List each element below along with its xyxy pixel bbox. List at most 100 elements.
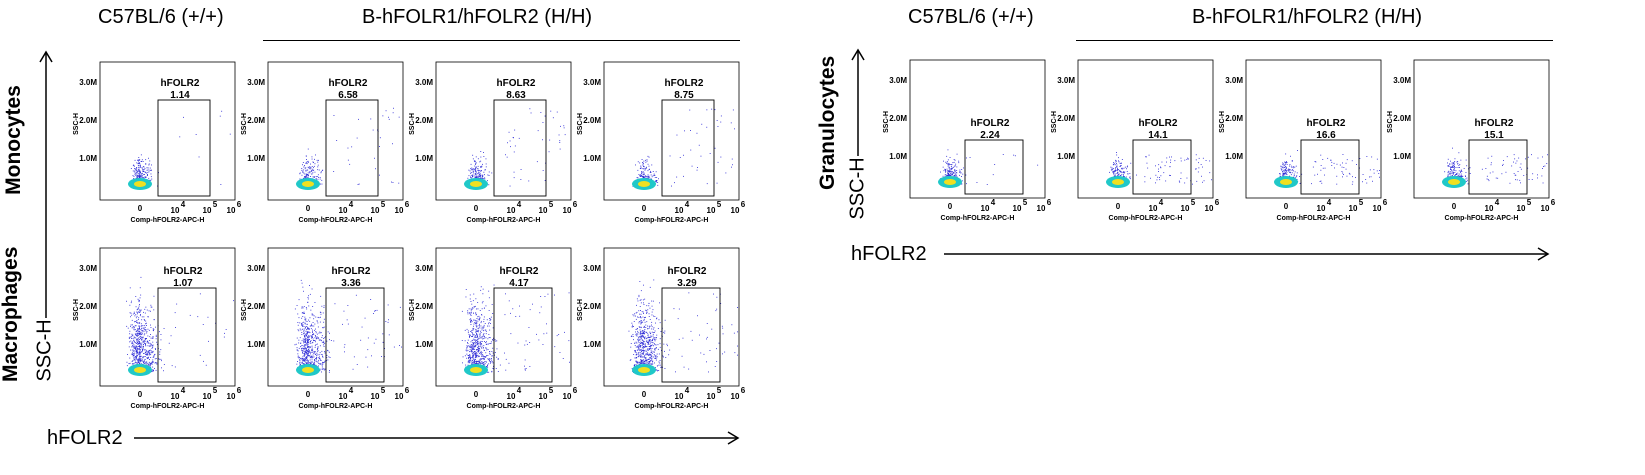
event-dot	[649, 360, 651, 362]
event-dot	[1166, 157, 1168, 159]
y-tick-label: 2.0M	[415, 302, 433, 311]
event-dot	[168, 342, 170, 344]
event-dot	[638, 348, 640, 350]
event-dot	[327, 350, 329, 352]
event-dot	[1319, 181, 1321, 182]
plot-frame	[435, 61, 572, 201]
event-dot	[961, 176, 962, 177]
event-dot	[189, 314, 191, 316]
event-dot	[1118, 157, 1119, 159]
x-tick-label: 10	[507, 392, 516, 401]
event-dot	[343, 346, 345, 348]
event-dot	[475, 328, 477, 330]
event-dot	[642, 340, 644, 342]
event-dot	[639, 313, 641, 315]
event-dot	[313, 352, 314, 354]
event-dot	[133, 350, 135, 352]
event-dot	[1202, 157, 1204, 159]
event-dot	[642, 336, 644, 338]
event-dot	[947, 173, 949, 175]
event-dot	[659, 302, 660, 304]
event-dot	[305, 173, 307, 175]
event-dot	[307, 297, 309, 298]
x-tick-label: 0	[1284, 202, 1289, 211]
event-dot	[130, 336, 132, 338]
event-dot	[483, 152, 484, 153]
event-dot	[1466, 181, 1468, 182]
event-dot	[949, 171, 951, 172]
event-dot	[554, 294, 555, 296]
event-dot	[295, 343, 297, 345]
event-dot	[637, 339, 639, 341]
event-dot	[472, 342, 474, 344]
event-dot	[129, 304, 131, 306]
event-dot	[147, 328, 149, 330]
event-dot	[324, 351, 326, 352]
event-dot	[148, 351, 150, 353]
event-dot	[641, 176, 643, 177]
event-dot	[653, 327, 655, 329]
gate-percent: 14.1	[1148, 130, 1168, 141]
event-dot	[484, 177, 486, 179]
event-dot	[481, 175, 483, 177]
event-dot	[485, 361, 487, 362]
event-dot	[308, 338, 310, 340]
event-dot	[468, 334, 470, 335]
event-dot	[488, 325, 490, 327]
event-dot	[645, 351, 647, 352]
event-dot	[304, 336, 305, 338]
event-dot	[134, 326, 135, 328]
event-dot	[141, 159, 143, 161]
event-dot	[1460, 176, 1462, 178]
event-dot	[484, 337, 486, 339]
event-dot	[150, 334, 151, 335]
event-dot	[310, 340, 312, 341]
event-dot	[149, 342, 151, 344]
event-dot	[139, 343, 140, 344]
event-dot	[141, 325, 143, 327]
event-dot	[491, 371, 493, 373]
event-dot	[482, 328, 484, 330]
event-dot	[159, 353, 161, 355]
event-dot	[1109, 171, 1110, 173]
event-dot	[477, 177, 479, 178]
event-dot	[1156, 179, 1158, 181]
event-dot	[302, 358, 303, 360]
event-dot	[713, 293, 714, 295]
event-dot	[477, 361, 479, 363]
event-dot	[310, 351, 312, 353]
event-dot	[1516, 160, 1518, 162]
event-dot	[197, 316, 199, 318]
event-dot	[475, 312, 477, 314]
event-dot	[475, 174, 477, 176]
event-dot	[307, 340, 309, 342]
event-dot	[469, 362, 471, 364]
event-dot	[1116, 164, 1118, 166]
event-dot	[711, 328, 713, 330]
event-dot	[475, 314, 477, 316]
event-dot	[152, 366, 154, 368]
event-dot	[223, 336, 225, 338]
event-dot	[647, 335, 649, 337]
event-dot	[1125, 176, 1127, 178]
event-dot	[140, 160, 142, 162]
event-dot	[475, 355, 476, 357]
density-core	[638, 181, 650, 187]
event-dot	[714, 366, 716, 367]
event-dot	[947, 165, 949, 167]
event-dot	[150, 324, 151, 326]
event-dot	[324, 337, 326, 339]
event-dot	[308, 319, 309, 321]
event-dot	[326, 354, 328, 356]
event-dot	[314, 346, 316, 348]
event-dot	[478, 350, 479, 351]
event-dot	[479, 360, 481, 362]
event-dot	[473, 319, 475, 321]
event-dot	[139, 356, 140, 358]
event-dot	[138, 300, 140, 301]
event-dot	[133, 344, 135, 346]
event-dot	[328, 371, 330, 373]
event-dot	[1209, 172, 1211, 174]
event-dot	[144, 358, 146, 360]
event-dot	[1114, 168, 1116, 170]
